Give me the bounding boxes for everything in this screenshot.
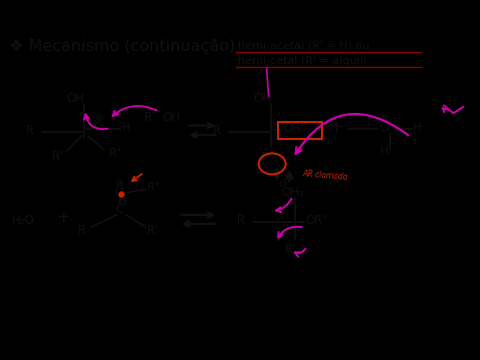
FancyArrowPatch shape <box>296 114 408 154</box>
FancyArrowPatch shape <box>276 199 291 212</box>
Text: R": R" <box>325 121 338 134</box>
Text: R': R' <box>285 243 296 256</box>
Text: R: R <box>78 224 86 237</box>
Text: R": R" <box>146 181 160 194</box>
Text: C: C <box>115 203 124 216</box>
FancyArrowPatch shape <box>278 227 302 238</box>
Text: R': R' <box>52 150 63 163</box>
Text: H: H <box>380 144 388 157</box>
Text: ❖ Mecanismo (continuação): ❖ Mecanismo (continuação) <box>9 39 235 54</box>
FancyArrowPatch shape <box>84 114 108 129</box>
Text: R': R' <box>147 224 159 237</box>
Text: $\oplus$: $\oplus$ <box>115 177 125 188</box>
Text: OR": OR" <box>283 122 306 135</box>
Text: $\oplus$: $\oplus$ <box>378 111 388 122</box>
Text: O: O <box>379 121 389 134</box>
Text: H: H <box>122 121 131 134</box>
Text: hemi-cetal (R' = alquil): hemi-cetal (R' = alquil) <box>238 56 367 66</box>
FancyArrowPatch shape <box>266 68 269 96</box>
Text: OH₂: OH₂ <box>282 186 304 199</box>
Text: $\ominus$: $\ominus$ <box>278 177 288 188</box>
FancyArrowPatch shape <box>113 106 157 116</box>
Text: +: + <box>57 210 70 225</box>
Text: O: O <box>114 186 123 199</box>
Text: OH: OH <box>66 92 84 105</box>
Text: O: O <box>94 121 103 134</box>
Text: hemi-acetal (R' = H) ou: hemi-acetal (R' = H) ou <box>238 41 369 51</box>
Text: $\oplus$: $\oplus$ <box>95 112 104 123</box>
Text: ·  ·: · · <box>162 105 172 114</box>
Text: H₂O: H₂O <box>12 214 35 227</box>
Text: R": R" <box>144 111 157 124</box>
Text: R: R <box>25 124 34 137</box>
Text: OR": OR" <box>306 214 328 227</box>
Text: R: R <box>213 124 221 137</box>
Text: AR clomodo: AR clomodo <box>302 169 348 182</box>
FancyArrowPatch shape <box>132 174 142 181</box>
Text: ÖH: ÖH <box>253 92 272 105</box>
Text: H: H <box>413 121 421 134</box>
Text: +: + <box>329 120 343 135</box>
Text: ÖH: ÖH <box>162 111 180 124</box>
FancyArrowPatch shape <box>295 249 306 257</box>
Text: R": R" <box>108 148 122 161</box>
Text: R': R' <box>261 151 272 164</box>
Text: · ·: · · <box>306 222 313 231</box>
Text: R: R <box>237 214 245 227</box>
